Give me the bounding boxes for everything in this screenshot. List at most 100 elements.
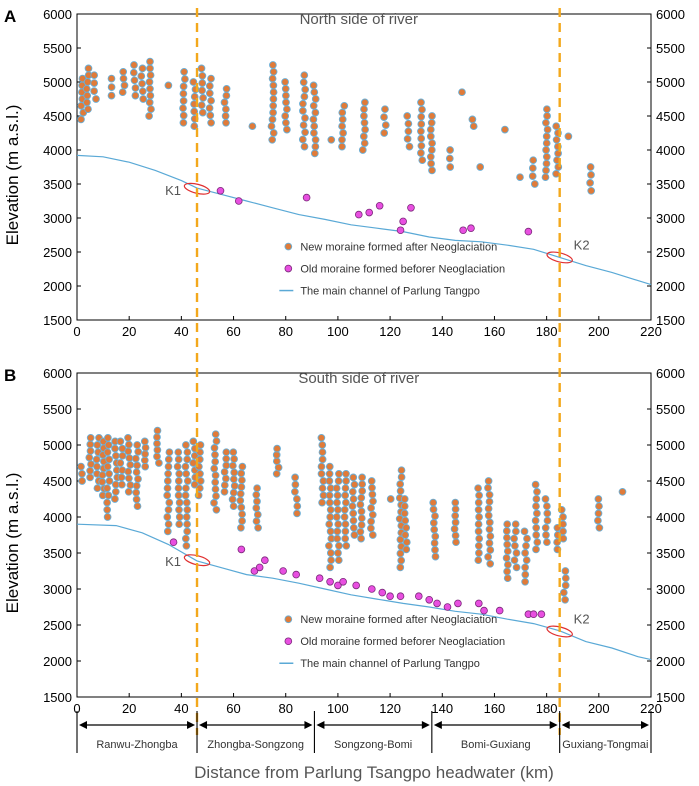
new-moraine-point [182, 469, 191, 478]
section-label: Songzong-Bomi [334, 739, 412, 751]
y-tick-label-left: 3000 [43, 582, 72, 597]
y-tick-label-right: 6000 [656, 366, 685, 381]
section-arrow-head-right [421, 721, 430, 729]
new-moraine-point [141, 443, 150, 452]
new-moraine-point [163, 527, 172, 536]
new-moraine-point [532, 531, 541, 539]
x-tick-label: 140 [431, 701, 453, 716]
y-tick-label-right: 4500 [656, 109, 685, 124]
y-tick-label-left: 6000 [43, 366, 72, 381]
new-moraine-point [533, 538, 542, 547]
new-moraine-point [210, 499, 218, 507]
new-moraine-point [333, 498, 341, 507]
y-tick-label-left: 2500 [43, 618, 72, 633]
new-moraine-point [230, 468, 239, 477]
new-moraine-point [229, 475, 238, 484]
new-moraine-point [83, 91, 92, 100]
new-moraine-point [357, 507, 366, 516]
new-moraine-point [179, 82, 188, 91]
panel-letter: A [4, 7, 16, 26]
new-moraine-point [325, 520, 334, 529]
new-moraine-point [335, 541, 343, 550]
new-moraine-point [429, 519, 438, 527]
new-moraine-point [318, 498, 326, 507]
new-moraine-point [429, 505, 438, 514]
new-moraine-point [485, 490, 494, 499]
old-moraine-point [396, 592, 405, 600]
new-moraine-point [145, 112, 153, 120]
new-moraine-point [361, 98, 369, 107]
new-moraine-point [502, 527, 511, 535]
new-moraine-point [222, 84, 231, 93]
new-moraine-point [129, 68, 138, 77]
new-moraine-point [360, 139, 369, 148]
new-moraine-point [111, 487, 120, 496]
new-moraine-point [475, 491, 483, 500]
new-moraine-point [586, 163, 595, 171]
new-moraine-point [269, 101, 278, 110]
new-moraine-point [179, 118, 188, 127]
new-moraine-point [428, 166, 436, 175]
new-moraine-point [181, 534, 190, 543]
new-moraine-point [104, 441, 113, 449]
new-moraine-point [402, 545, 411, 554]
new-moraine-point [486, 559, 495, 568]
new-moraine-point [349, 495, 358, 503]
x-tick-label: 0 [73, 324, 80, 339]
new-moraine-point [207, 96, 215, 105]
new-moraine-point [222, 461, 231, 470]
new-moraine-point [404, 127, 413, 136]
new-moraine-point [542, 139, 551, 148]
new-moraine-point [133, 502, 142, 511]
new-moraine-point [175, 513, 184, 521]
y-tick-label-right: 3000 [656, 582, 685, 597]
new-moraine-point [561, 595, 569, 604]
new-moraine-point [163, 491, 172, 500]
new-moraine-point [283, 125, 291, 134]
new-moraine-point [357, 534, 365, 543]
new-moraine-point [338, 115, 347, 124]
new-moraine-point [174, 477, 183, 485]
new-moraine-point [269, 95, 278, 103]
new-moraine-point [182, 541, 191, 550]
new-moraine-point [196, 477, 205, 485]
new-moraine-point [326, 563, 334, 572]
new-moraine-point [552, 122, 561, 131]
new-moraine-point [291, 473, 299, 482]
old-moraine-point [354, 210, 363, 219]
y-tick-label-left: 4000 [43, 510, 72, 525]
new-moraine-point [431, 532, 440, 541]
x-tick-label: 80 [278, 324, 292, 339]
new-moraine-point [283, 105, 291, 114]
section-arrow-head-left [433, 721, 442, 729]
new-moraine-point [230, 482, 239, 490]
new-moraine-point [190, 122, 199, 131]
new-moraine-point [301, 114, 309, 122]
new-moraine-point [189, 78, 198, 86]
new-moraine-point [139, 95, 148, 103]
new-moraine-point [86, 473, 94, 482]
new-moraine-point [348, 502, 357, 511]
new-moraine-point [198, 108, 207, 117]
new-moraine-point [269, 108, 277, 117]
new-moraine-point [522, 556, 531, 565]
new-moraine-point [543, 516, 552, 525]
new-moraine-point [356, 500, 365, 509]
new-moraine-point [238, 462, 247, 471]
new-moraine-point [522, 541, 530, 550]
old-moraine-point [459, 226, 467, 235]
new-moraine-point [125, 454, 134, 462]
new-moraine-point [212, 437, 221, 445]
y-tick-label-left: 5000 [43, 75, 72, 90]
new-moraine-point [542, 531, 550, 539]
new-moraine-point [198, 79, 207, 87]
new-moraine-point [165, 448, 174, 457]
new-moraine-point [340, 101, 349, 110]
new-moraine-point [183, 477, 192, 485]
x-tick-label: 20 [122, 701, 136, 716]
new-moraine-point [132, 495, 141, 504]
new-moraine-point [404, 119, 413, 128]
new-moraine-point [427, 146, 436, 154]
new-moraine-point [153, 446, 162, 454]
